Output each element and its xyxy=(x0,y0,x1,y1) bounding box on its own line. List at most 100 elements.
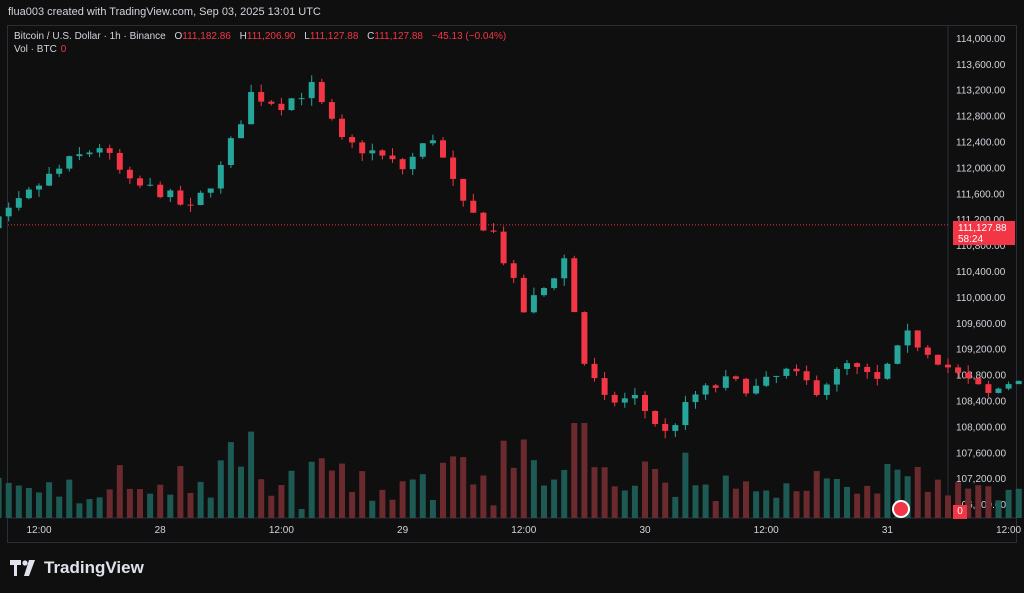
volume-bar xyxy=(440,462,446,518)
candle-body xyxy=(399,159,406,170)
y-tick-label: 112,000.00 xyxy=(956,163,1006,174)
candle-body xyxy=(793,368,800,372)
y-tick-label: 109,600.00 xyxy=(956,319,1006,330)
candle-body xyxy=(682,402,689,426)
candle-body xyxy=(359,142,366,154)
volume-bar xyxy=(722,475,729,518)
volume-bar xyxy=(773,497,780,518)
volume-bar xyxy=(76,503,83,518)
candle-body xyxy=(409,156,416,170)
y-tick-label: 108,400.00 xyxy=(956,396,1006,407)
candle-body xyxy=(571,258,578,313)
candle-body xyxy=(803,371,810,381)
x-tick-label: 12:00 xyxy=(511,525,536,536)
candle-body xyxy=(510,263,517,278)
volume-bar xyxy=(581,423,588,518)
candle-body xyxy=(116,152,123,170)
brand-logo[interactable]: TradingView xyxy=(10,557,144,579)
candle-body xyxy=(1005,384,1012,389)
volume-bar xyxy=(318,458,325,518)
candle-body xyxy=(813,380,820,396)
candle-body xyxy=(157,184,164,198)
candle-body xyxy=(238,124,244,139)
volume-bar xyxy=(692,485,699,518)
candle-body xyxy=(268,101,275,104)
volume-bar xyxy=(702,484,709,518)
candle-body xyxy=(167,190,174,198)
volume-bar xyxy=(96,497,103,518)
y-tick-label: 110,800.00 xyxy=(956,241,1006,252)
candle-body xyxy=(722,376,729,388)
candle-body xyxy=(833,368,840,385)
volume-label[interactable]: Vol · BTC xyxy=(14,44,57,55)
candle-body xyxy=(732,376,739,379)
candle-body xyxy=(76,154,83,157)
candle-body xyxy=(419,143,426,157)
volume-bar xyxy=(763,490,770,518)
volume-bar xyxy=(591,467,598,518)
candle-body xyxy=(530,295,537,313)
candle-body xyxy=(631,394,638,399)
candle-body xyxy=(652,410,659,424)
us-flag-event-icon[interactable] xyxy=(892,500,910,518)
volume-bar xyxy=(147,493,154,518)
volume-bar xyxy=(541,485,547,518)
y-tick-label: 111,200.00 xyxy=(956,215,1005,226)
volume-bar xyxy=(268,495,275,518)
candle-body xyxy=(904,330,911,346)
symbol-label[interactable]: Bitcoin / U.S. Dollar · 1h · Binance xyxy=(14,31,166,42)
volume-bar xyxy=(652,468,659,518)
x-tick-label: 30 xyxy=(639,525,651,536)
chart-frame xyxy=(7,25,1017,543)
candle-body xyxy=(248,92,255,125)
volume-bar xyxy=(429,499,436,518)
candle-body xyxy=(1015,380,1022,385)
candle-body xyxy=(36,185,42,190)
volume-bar xyxy=(187,492,194,518)
volume-bar xyxy=(743,481,749,518)
volume-bar xyxy=(732,488,739,518)
candle-body xyxy=(177,190,184,205)
tradingview-logo-icon xyxy=(10,560,35,576)
candle-body xyxy=(5,207,12,217)
y-tick-label: 113,200.00 xyxy=(956,86,1006,97)
volume-bar xyxy=(904,476,911,518)
volume-bar xyxy=(66,479,73,518)
volume-bar xyxy=(106,489,113,518)
volume-bar xyxy=(490,505,497,518)
volume-bar xyxy=(833,479,840,518)
candle-body xyxy=(197,192,204,206)
candle-body xyxy=(46,173,53,186)
candle-body xyxy=(914,330,921,348)
candle-body xyxy=(278,103,285,111)
volume-bar xyxy=(197,481,204,518)
candle-body xyxy=(308,82,315,99)
volume-bar xyxy=(894,469,901,518)
volume-bar xyxy=(25,487,32,518)
y-tick-label: 107,200.00 xyxy=(956,474,1006,485)
candle-body xyxy=(86,152,93,155)
candle-body xyxy=(187,204,194,206)
volume-bar xyxy=(288,470,295,518)
volume-bar xyxy=(15,485,22,518)
candle-body xyxy=(692,394,699,403)
candle-body xyxy=(844,363,850,369)
volume-bar xyxy=(359,471,366,518)
candle-body xyxy=(298,98,305,100)
volume-bar xyxy=(328,470,335,518)
volume-bar xyxy=(409,479,416,518)
candle-body xyxy=(328,102,335,119)
volume-bar xyxy=(0,477,2,518)
candle-body xyxy=(126,169,133,179)
candle-body xyxy=(500,231,507,264)
chart-legend: Bitcoin / U.S. Dollar · 1h · Binance O11… xyxy=(14,31,506,42)
y-tick-label: 108,800.00 xyxy=(956,371,1006,382)
candle-body xyxy=(15,198,22,208)
volume-bar xyxy=(217,460,224,518)
candle-body xyxy=(25,189,32,199)
candle-body xyxy=(450,157,457,179)
candle-body xyxy=(642,394,648,411)
candle-body xyxy=(743,378,749,394)
volume-bar xyxy=(36,492,42,518)
